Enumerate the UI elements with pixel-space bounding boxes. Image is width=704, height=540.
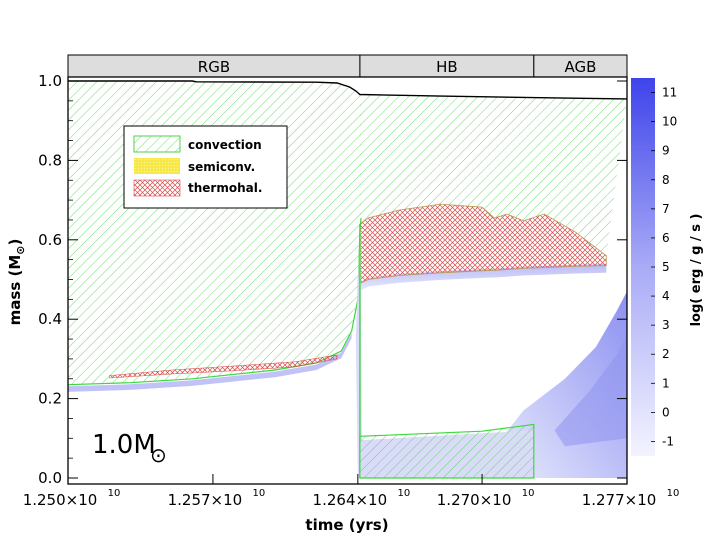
legend-item-semiconvection: semiconv. <box>134 158 255 174</box>
x-tick-exponent: 10 <box>397 488 410 499</box>
x-tick-label: 1.270×10 <box>437 491 512 509</box>
legend-swatch-semiconvection <box>134 158 180 174</box>
legend: convection semiconv. thermohal. <box>123 125 288 209</box>
x-tick-exponent: 10 <box>522 488 535 499</box>
y-tick-label: 1.0 <box>38 72 62 90</box>
legend-label-convection: convection <box>188 138 262 152</box>
phase-bar: RGB HB AGB <box>67 54 628 78</box>
mass-annotation-text: 1.0M <box>92 430 156 460</box>
colorbar-tick-label: -1 <box>662 434 674 448</box>
x-axis-label: time (yrs) <box>305 516 388 534</box>
legend-label-thermohaline: thermohal. <box>188 181 262 195</box>
hb-thermohaline-zone <box>359 203 607 285</box>
x-tick-label: 1.277×10 <box>582 491 657 509</box>
hb-convective-core <box>359 423 535 479</box>
colorbar-tick-label: 7 <box>662 202 670 216</box>
colorbar-tick-label: 8 <box>662 173 670 187</box>
legend-swatch-convection <box>133 135 181 153</box>
x-tick-label: 1.264×10 <box>313 491 388 509</box>
legend-swatch-thermohaline <box>133 179 181 197</box>
phase-label-hb: HB <box>436 58 458 76</box>
y-tick-label: 0.6 <box>38 231 62 249</box>
colorbar-tick-label: 11 <box>662 86 677 100</box>
y-tick-label: 0.4 <box>38 310 62 328</box>
colorbar-tick-label: 6 <box>662 231 670 245</box>
colorbar-tick-label: 10 <box>662 115 677 129</box>
x-tick-label: 1.250×10 <box>23 491 98 509</box>
colorbar: -1 0 1 2 3 4 5 6 7 8 9 10 11 log( erg / g / s ) <box>631 78 704 456</box>
rgb-thermohaline-zone <box>109 354 338 379</box>
x-tick-exponent: 10 <box>667 488 680 499</box>
agb-burning-core <box>554 335 627 447</box>
hb-convective-envelope <box>359 94 627 256</box>
colorbar-tick-label: 3 <box>662 318 670 332</box>
colorbar-tick-label: 4 <box>662 289 670 303</box>
total-mass-line <box>68 80 627 100</box>
colorbar-ticks: -1 0 1 2 3 4 5 6 7 8 9 10 11 <box>651 86 677 448</box>
colorbar-tick-label: 0 <box>662 405 670 419</box>
colorbar-tick-label: 1 <box>662 376 670 390</box>
legend-item-thermohaline: thermohal. <box>133 179 262 197</box>
x-tick-exponent: 10 <box>253 488 266 499</box>
mass-annotation-sun: ⊙ <box>150 443 167 467</box>
mass-annotation: 1.0M ⊙ <box>92 430 167 467</box>
x-tick-exponent: 10 <box>108 488 121 499</box>
colorbar-label: log( erg / g / s ) <box>689 214 704 327</box>
plot-frame <box>67 76 628 485</box>
phase-label-agb: AGB <box>564 58 596 76</box>
legend-label-semiconvection: semiconv. <box>188 160 255 174</box>
axes: 0.00.20.40.60.81.01.250×10 10 1.257×10 10 1.… <box>23 72 680 509</box>
rgb-burning-shell <box>68 332 352 392</box>
phase-label-rgb: RGB <box>198 58 230 76</box>
y-tick-label: 0.8 <box>38 151 62 169</box>
x-tick-label: 1.257×10 <box>168 491 243 509</box>
y-axis-label: mass (M⊙) <box>6 239 27 326</box>
colorbar-tick-label: 5 <box>662 260 670 274</box>
colorbar-tick-label: 9 <box>662 144 670 158</box>
legend-item-convection: convection <box>133 135 262 153</box>
y-tick-label: 0.2 <box>38 390 62 408</box>
y-tick-label: 0.0 <box>38 469 62 487</box>
hb-burning-shell <box>359 264 607 291</box>
colorbar-tick-label: 2 <box>662 347 670 361</box>
